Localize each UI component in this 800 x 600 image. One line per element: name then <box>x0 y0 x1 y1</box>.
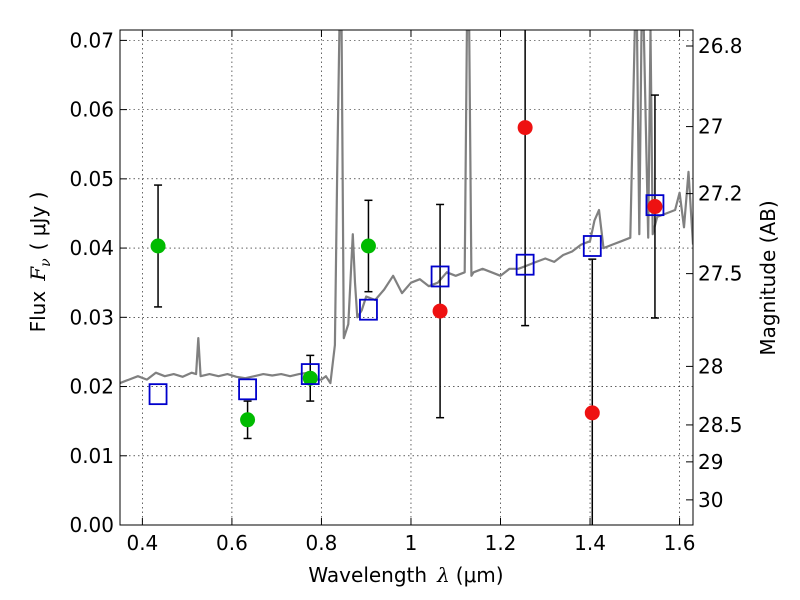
data-point-square <box>645 194 665 217</box>
y2-axis-ticks: 26.8 27 27.2 27.5 28 28.5 29 30 <box>686 34 743 512</box>
y2-tick-label: 28.5 <box>698 413 743 437</box>
data-point-circle <box>647 199 663 215</box>
x-tick-label: 0.6 <box>216 531 248 555</box>
spectrum-line <box>120 30 693 385</box>
y-axis-ticks: 0.00 0.01 0.02 0.03 0.04 0.05 0.06 0.07 <box>69 28 127 537</box>
data-point-circle <box>360 238 376 254</box>
y2-tick-label: 27.2 <box>698 182 743 206</box>
y-tick-label: 0.00 <box>69 513 114 537</box>
y-tick-label: 0.03 <box>69 305 114 329</box>
y-tick-label: 0.02 <box>69 375 114 399</box>
data-point-square <box>515 253 535 276</box>
data-point-circle <box>517 120 533 136</box>
y2-tick-label: 26.8 <box>698 34 743 58</box>
data-point-circle <box>240 412 256 428</box>
y-axis-label: FluxFν( μJy ) <box>26 192 54 333</box>
y-tick-label: 0.06 <box>69 98 114 122</box>
data-point-circle <box>584 405 600 421</box>
y-tick-label: 0.07 <box>69 28 114 52</box>
data-point-square <box>582 235 602 257</box>
data-markers <box>148 120 665 428</box>
model-spectrum <box>120 30 693 385</box>
x-tick-label: 1.6 <box>664 531 696 555</box>
y-tick-label: 0.01 <box>69 444 114 468</box>
x-axis-ticks: 0.4 0.6 0.8 1 1.2 1.4 1.6 <box>126 30 695 555</box>
y2-tick-label: 29 <box>698 450 723 474</box>
x-tick-label: 0.4 <box>126 531 158 555</box>
y2-tick-label: 27.5 <box>698 262 743 286</box>
y-tick-label: 0.05 <box>69 167 114 191</box>
data-point-circle <box>432 303 448 319</box>
y2-axis-label: Magnitude (AB) <box>756 200 780 355</box>
data-point-square <box>148 383 168 406</box>
plot-area <box>120 30 693 525</box>
x-tick-label: 1.2 <box>485 531 517 555</box>
plot-frame <box>119 29 694 526</box>
x-tick-label: 0.8 <box>306 531 338 555</box>
data-point-square <box>359 298 378 321</box>
x-tick-label: 1.4 <box>574 531 606 555</box>
data-point-circle <box>150 238 166 254</box>
y2-tick-label: 28 <box>698 354 723 378</box>
x-tick-label: 1 <box>405 531 418 555</box>
data-point-square <box>430 265 450 288</box>
y2-tick-label: 30 <box>698 488 723 512</box>
x-axis-label: Wavelength λ (μm) <box>308 563 503 587</box>
y-tick-label: 0.04 <box>69 236 114 260</box>
data-point-square <box>238 378 257 401</box>
y2-tick-label: 27 <box>698 115 723 139</box>
data-point-square <box>300 363 320 385</box>
data-point-circle <box>302 370 318 386</box>
